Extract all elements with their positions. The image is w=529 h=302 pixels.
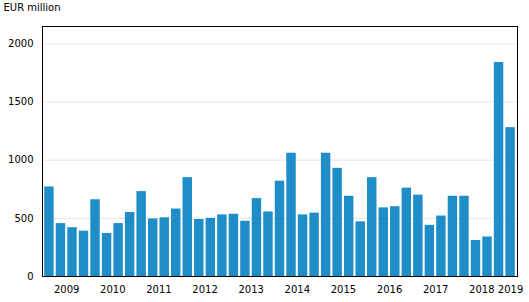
svg-text:2010: 2010 bbox=[100, 284, 125, 295]
svg-text:2011: 2011 bbox=[146, 284, 171, 295]
svg-text:2017: 2017 bbox=[423, 284, 448, 295]
svg-text:0: 0 bbox=[27, 271, 33, 282]
svg-text:2009: 2009 bbox=[54, 284, 79, 295]
svg-text:1500: 1500 bbox=[8, 96, 33, 107]
svg-text:2014: 2014 bbox=[285, 284, 310, 295]
svg-text:2000: 2000 bbox=[8, 38, 33, 49]
svg-text:2013: 2013 bbox=[238, 284, 263, 295]
svg-text:2012: 2012 bbox=[192, 284, 217, 295]
svg-text:EUR million: EUR million bbox=[4, 2, 61, 13]
svg-text:2019: 2019 bbox=[498, 284, 523, 295]
svg-text:500: 500 bbox=[14, 213, 33, 224]
svg-text:1000: 1000 bbox=[8, 154, 33, 165]
svg-text:2018: 2018 bbox=[469, 284, 494, 295]
svg-text:2015: 2015 bbox=[331, 284, 356, 295]
svg-text:2016: 2016 bbox=[377, 284, 402, 295]
